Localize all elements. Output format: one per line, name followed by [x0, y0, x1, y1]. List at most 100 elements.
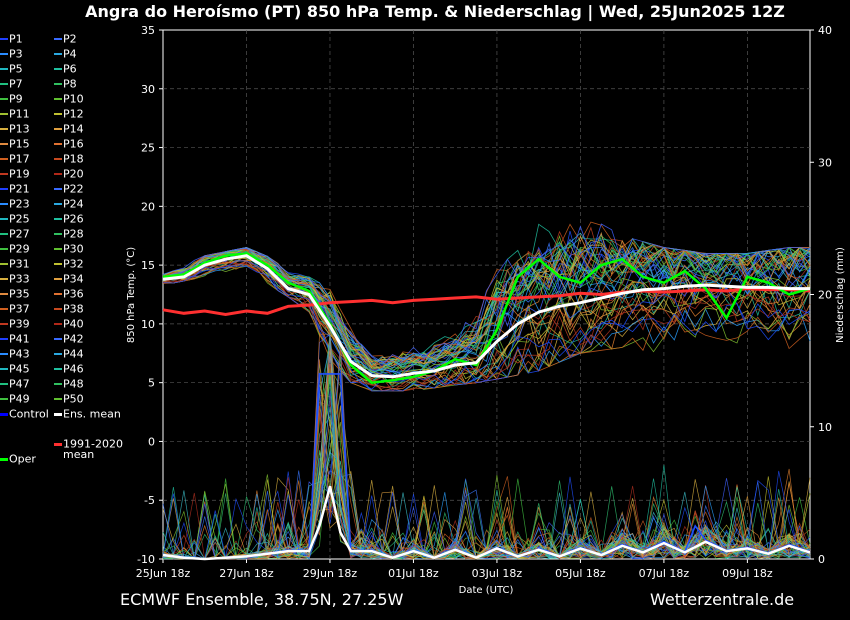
member-temp-line — [162, 248, 811, 372]
legend-item-member: P7 — [0, 77, 23, 91]
legend-swatch — [54, 143, 62, 145]
legend-item-member: P18 — [54, 152, 84, 166]
legend-swatch — [54, 353, 62, 355]
legend-label: P29 — [9, 242, 30, 256]
legend-swatch — [0, 278, 8, 280]
legend-item-member: P13 — [0, 122, 30, 136]
member-temp-line — [162, 261, 811, 389]
legend-item-control: Control — [0, 407, 49, 421]
legend-item-member: P42 — [54, 332, 84, 346]
legend-item-member: P32 — [54, 257, 84, 271]
legend-label: P43 — [9, 347, 30, 361]
legend-label: P28 — [63, 227, 84, 241]
y2-tick-label: 30 — [818, 156, 832, 169]
chart-title: Angra do Heroísmo (PT) 850 hPa Temp. & N… — [85, 2, 785, 22]
legend-label: P20 — [63, 167, 84, 181]
legend-item-member: P5 — [0, 62, 23, 76]
legend-label: P30 — [63, 242, 84, 256]
legend-label: Ens. mean — [63, 407, 121, 421]
member-temp-line — [162, 263, 811, 392]
legend-swatch — [54, 158, 62, 160]
legend-label: P8 — [63, 77, 77, 91]
legend-swatch — [0, 188, 8, 190]
x-tick-label: 29Jun 18z — [303, 567, 358, 580]
legend-item-member: P10 — [54, 92, 84, 106]
legend-item-member: P39 — [0, 317, 30, 331]
legend-label: P13 — [9, 122, 30, 136]
legend-item-member: P40 — [54, 317, 84, 331]
legend-item-member: P46 — [54, 362, 84, 376]
legend-label: P42 — [63, 332, 84, 346]
legend-label: P44 — [63, 347, 84, 361]
y-tick-label: -10 — [137, 553, 155, 566]
legend-item-member: P35 — [0, 287, 30, 301]
legend-swatch — [0, 143, 8, 145]
y2-tick-label: 0 — [818, 553, 825, 566]
y2-tick-label: 20 — [818, 289, 832, 302]
climate-mean-line — [162, 287, 811, 317]
member-precip-line — [162, 412, 811, 560]
legend-item-member: P31 — [0, 257, 30, 271]
legend-label: P25 — [9, 212, 30, 226]
legend-item-member: P36 — [54, 287, 84, 301]
legend-label: P46 — [63, 362, 84, 376]
legend-swatch — [54, 308, 62, 310]
legend-swatch — [0, 398, 8, 400]
legend-label: P31 — [9, 257, 30, 271]
legend-item-member: P8 — [54, 77, 77, 91]
legend-label: P34 — [63, 272, 84, 286]
legend-item-member: P37 — [0, 302, 30, 316]
member-precip-line — [162, 369, 811, 560]
x-tick-label: 03Jul 18z — [472, 567, 523, 580]
legend-label: P12 — [63, 107, 84, 121]
legend-item-member: P43 — [0, 347, 30, 361]
y-tick-label: 10 — [141, 318, 155, 331]
legend-label: 1991-2020 — [63, 437, 123, 451]
legend-item-member: P50 — [54, 392, 84, 406]
x-tick-label: 01Jul 18z — [388, 567, 439, 580]
legend-label: P23 — [9, 197, 30, 211]
legend-swatch — [0, 338, 8, 340]
legend-label: P33 — [9, 272, 30, 286]
y-tick-label: 30 — [141, 83, 155, 96]
legend-swatch — [54, 53, 62, 55]
legend-item-member: P16 — [54, 137, 84, 151]
legend-item-member: P26 — [54, 212, 84, 226]
legend-swatch — [54, 173, 62, 175]
legend-label: P4 — [63, 47, 77, 61]
y2-axis-label: Niederschlag (mm) — [835, 247, 846, 343]
legend-label: P10 — [63, 92, 84, 106]
legend-label: P27 — [9, 227, 30, 241]
legend-swatch — [0, 368, 8, 370]
legend-label: P26 — [63, 212, 84, 226]
legend-label: P38 — [63, 302, 84, 316]
legend-swatch — [0, 293, 8, 295]
legend-swatch — [0, 353, 8, 355]
legend-label: P35 — [9, 287, 30, 301]
legend-swatch — [54, 38, 62, 40]
legend-item-member: P3 — [0, 47, 23, 61]
legend-item-oper: Oper — [0, 452, 36, 466]
legend-swatch — [54, 98, 62, 100]
legend-swatch — [0, 38, 8, 40]
y-tick-label: 20 — [141, 200, 155, 213]
x-tick-label: 27Jun 18z — [219, 567, 274, 580]
legend-swatch — [0, 412, 8, 416]
legend-swatch — [0, 68, 8, 70]
legend-label: P14 — [63, 122, 84, 136]
legend-swatch — [0, 323, 8, 325]
legend-item-member: P38 — [54, 302, 84, 316]
legend-swatch — [54, 233, 62, 235]
legend-swatch — [0, 83, 8, 85]
legend-swatch — [54, 248, 62, 250]
legend-label: P45 — [9, 362, 30, 376]
member-precip-line — [162, 334, 811, 560]
legend-item-climate: 1991-2020 — [54, 437, 123, 451]
legend-item-member: P9 — [0, 92, 23, 106]
legend-climate-label-line2: mean — [63, 448, 95, 461]
legend-label: P15 — [9, 137, 30, 151]
legend-label: P36 — [63, 287, 84, 301]
member-temp-line — [162, 263, 811, 392]
legend-label: P2 — [63, 32, 77, 46]
legend-swatch — [54, 293, 62, 295]
